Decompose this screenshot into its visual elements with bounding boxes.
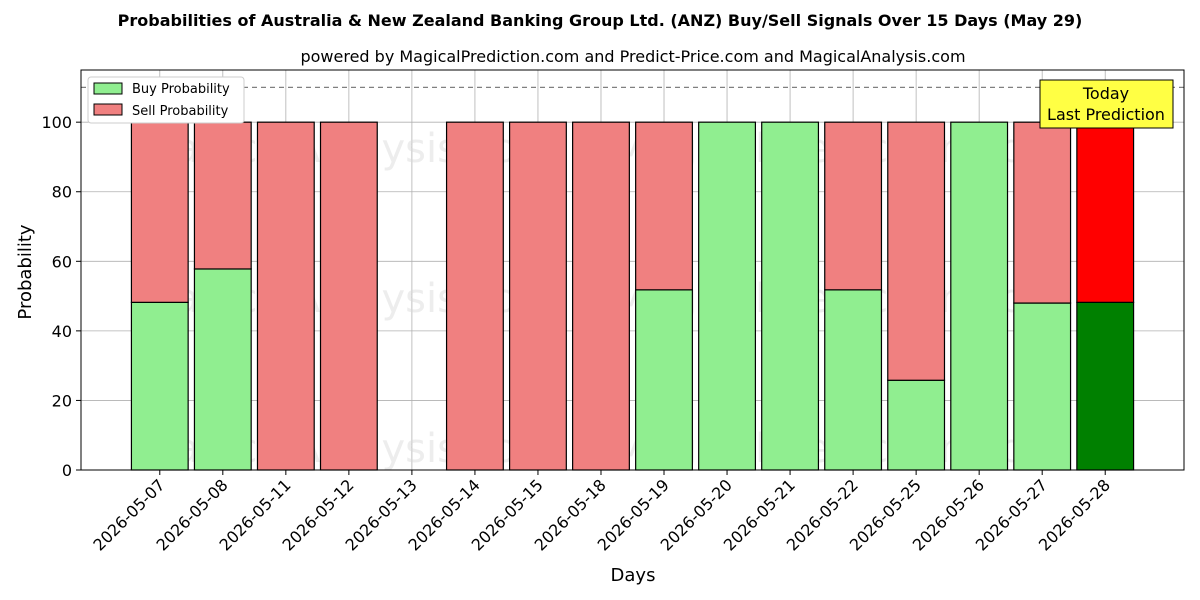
y-tick-label: 60 — [52, 252, 72, 271]
y-tick-label: 0 — [62, 461, 72, 480]
sell-bar — [193, 121, 252, 270]
buy-bar — [635, 289, 693, 471]
buy-bar — [887, 379, 946, 471]
sell-bar — [256, 121, 315, 471]
x-axis-label: Days — [611, 565, 656, 586]
y-tick-label: 40 — [52, 322, 72, 341]
chart-title: Probabilities of Australia & New Zealand… — [118, 11, 1083, 30]
sell-bar — [572, 121, 630, 471]
sell-bar — [887, 121, 946, 381]
sell-bar — [1076, 121, 1135, 303]
y-axis-ticks: 0 20 40 60 80 100 — [41, 113, 81, 480]
y-tick-label: 20 — [52, 391, 72, 410]
y-axis-label: Probability — [15, 224, 36, 319]
buy-bar — [698, 121, 757, 471]
buy-bar — [761, 121, 820, 471]
today-annotation: Today Last Prediction — [1039, 79, 1174, 129]
sell-bar — [445, 121, 504, 471]
sell-bar — [635, 121, 693, 291]
sell-bar — [130, 121, 189, 303]
buy-bar — [130, 301, 189, 471]
x-axis-ticks: 2026-05-072026-05-082026-05-112026-05-12… — [89, 470, 1114, 555]
buy-bar — [1013, 302, 1072, 471]
annotation-box — [1039, 79, 1174, 129]
y-tick-label: 100 — [41, 113, 72, 132]
buy-bar — [193, 268, 252, 471]
legend: Buy Probability Sell Probability — [87, 76, 245, 124]
legend-box — [87, 76, 245, 124]
buy-bar — [824, 289, 883, 471]
plot-frame — [80, 69, 1185, 471]
annotation-line-1: Today — [1082, 84, 1129, 103]
legend-buy-label: Buy Probability — [132, 82, 230, 97]
legend-sell-swatch — [93, 103, 123, 116]
sell-bar — [1013, 121, 1072, 304]
sell-bar — [319, 121, 378, 471]
legend-sell-label: Sell Probability — [132, 104, 229, 119]
annotation-line-2: Last Prediction — [1047, 105, 1165, 124]
sell-bar — [824, 121, 883, 291]
buy-bar — [950, 121, 1009, 471]
buy-bar — [1076, 301, 1135, 471]
sell-bar — [508, 121, 567, 471]
legend-buy-swatch — [93, 82, 123, 95]
y-tick-label: 80 — [52, 183, 72, 202]
chart-subtitle: powered by MagicalPrediction.com and Pre… — [300, 47, 965, 66]
bars — [130, 121, 1135, 471]
